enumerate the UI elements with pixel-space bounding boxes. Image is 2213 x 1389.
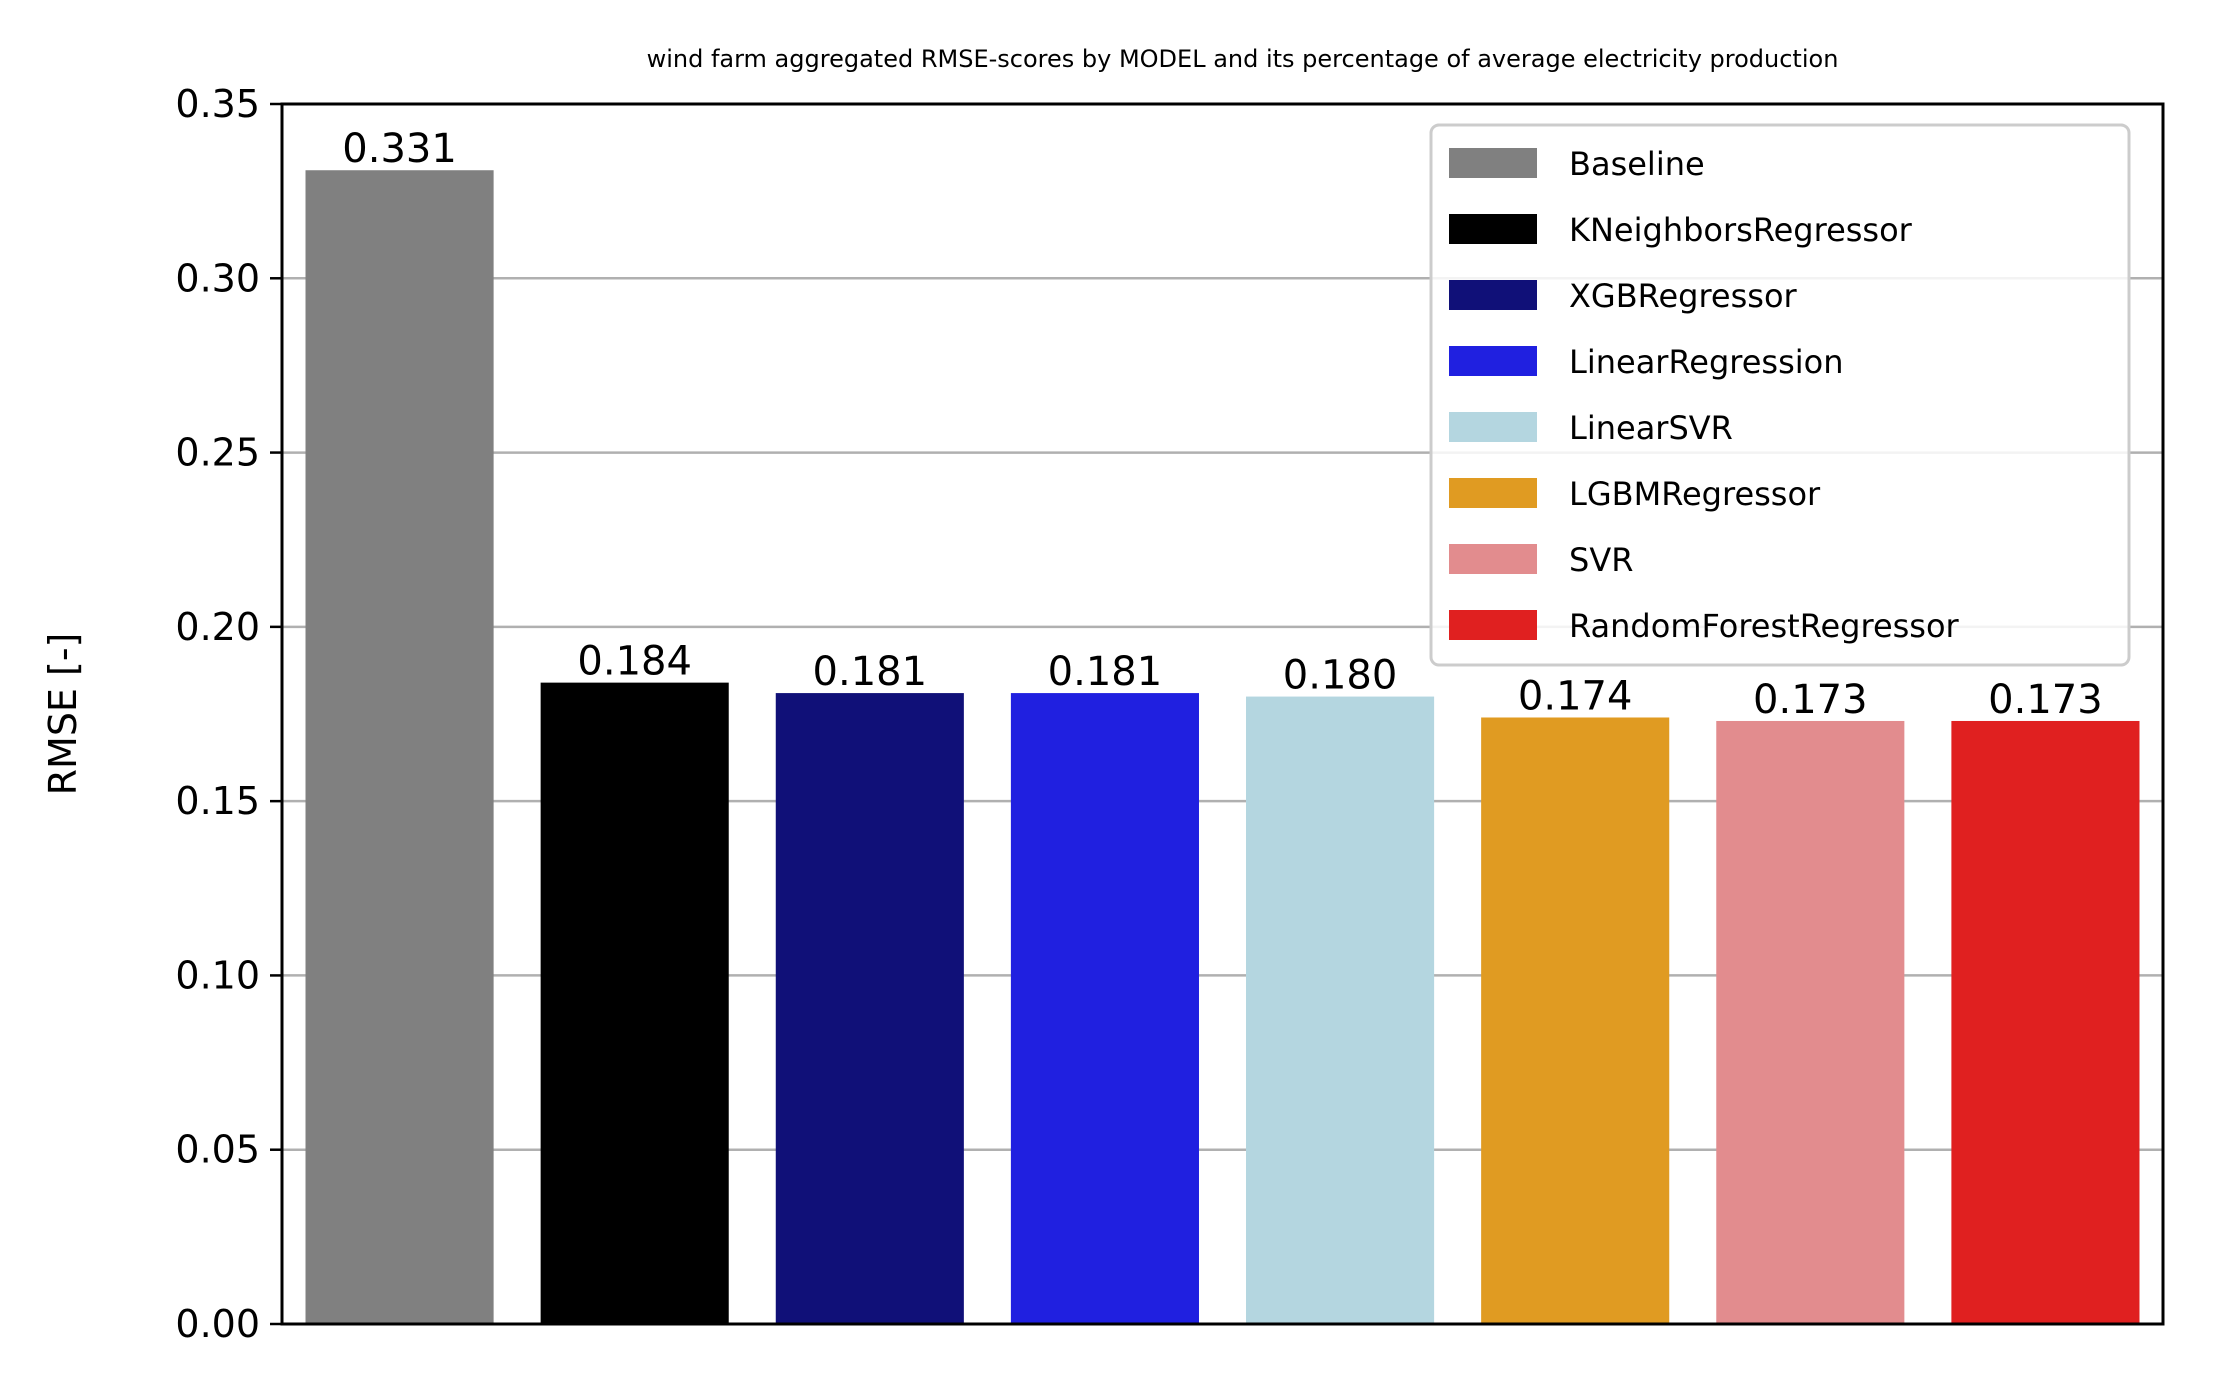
- bar-linearregression: [1010, 693, 1199, 1324]
- bar-kneighborsregressor: [540, 682, 729, 1324]
- bar-xgbregressor: [775, 693, 964, 1324]
- bar-value-label: 0.174: [1518, 673, 1633, 719]
- y-tick-label: 0.35: [175, 82, 260, 126]
- bar-randomforestregressor: [1951, 720, 2140, 1324]
- bars: [305, 170, 2140, 1325]
- legend[interactable]: Baseline KNeighborsRegressor XGBRegressor L…: [1429, 123, 2131, 667]
- legend-label: LGBMRegressor: [1569, 475, 1821, 513]
- bar-value-label: 0.180: [1283, 653, 1398, 699]
- y-tick-label: 0.25: [175, 431, 260, 475]
- bar-value-labels: 0.331 0.184 0.181 0.181 0.180 0.174 0.173 0.173: [342, 126, 2102, 723]
- y-tick-label: 0.15: [175, 779, 260, 823]
- bar-lgbmregressor: [1481, 717, 1670, 1324]
- bar-value-label: 0.331: [342, 126, 457, 172]
- legend-swatch: [1449, 148, 1537, 178]
- y-tick-label: 0.00: [175, 1302, 260, 1346]
- legend-swatch: [1449, 478, 1537, 508]
- plot-frame: [280, 102, 2165, 1326]
- axes: 0.00 0.05 0.10 0.15 0.20 0.25 0.30 0.35: [175, 82, 2165, 1346]
- legend-label: SVR: [1569, 541, 1633, 579]
- bar-baseline: [305, 170, 494, 1325]
- y-tick-label: 0.20: [175, 605, 260, 649]
- legend-label: LinearSVR: [1569, 409, 1733, 447]
- legend-label: XGBRegressor: [1569, 277, 1798, 315]
- legend-label: Baseline: [1569, 145, 1705, 183]
- y-tick-label: 0.05: [175, 1128, 260, 1172]
- legend-swatch: [1449, 610, 1537, 640]
- bar-svr: [1716, 720, 1905, 1324]
- bar-value-label: 0.181: [813, 649, 928, 695]
- legend-label: RandomForestRegressor: [1569, 607, 1960, 645]
- y-tick-label: 0.30: [175, 256, 260, 300]
- legend-swatch: [1449, 346, 1537, 376]
- legend-swatch: [1449, 214, 1537, 244]
- legend-label: LinearRegression: [1569, 343, 1843, 381]
- bar-value-label: 0.184: [577, 639, 692, 685]
- y-tick-label: 0.10: [175, 953, 260, 997]
- legend-swatch: [1449, 280, 1537, 310]
- bar-value-label: 0.173: [1988, 677, 2103, 723]
- legend-swatch: [1449, 412, 1537, 442]
- legend-swatch: [1449, 544, 1537, 574]
- legend-label: KNeighborsRegressor: [1569, 211, 1913, 249]
- y-axis-label: RMSE [-]: [41, 633, 85, 796]
- bar-value-label: 0.181: [1048, 649, 1163, 695]
- legend-box: [1429, 123, 2131, 667]
- bar-linearsvr: [1246, 696, 1435, 1324]
- chart-title: wind farm aggregated RMSE-scores by MODE…: [647, 45, 1839, 73]
- bar-value-label: 0.173: [1753, 677, 1868, 723]
